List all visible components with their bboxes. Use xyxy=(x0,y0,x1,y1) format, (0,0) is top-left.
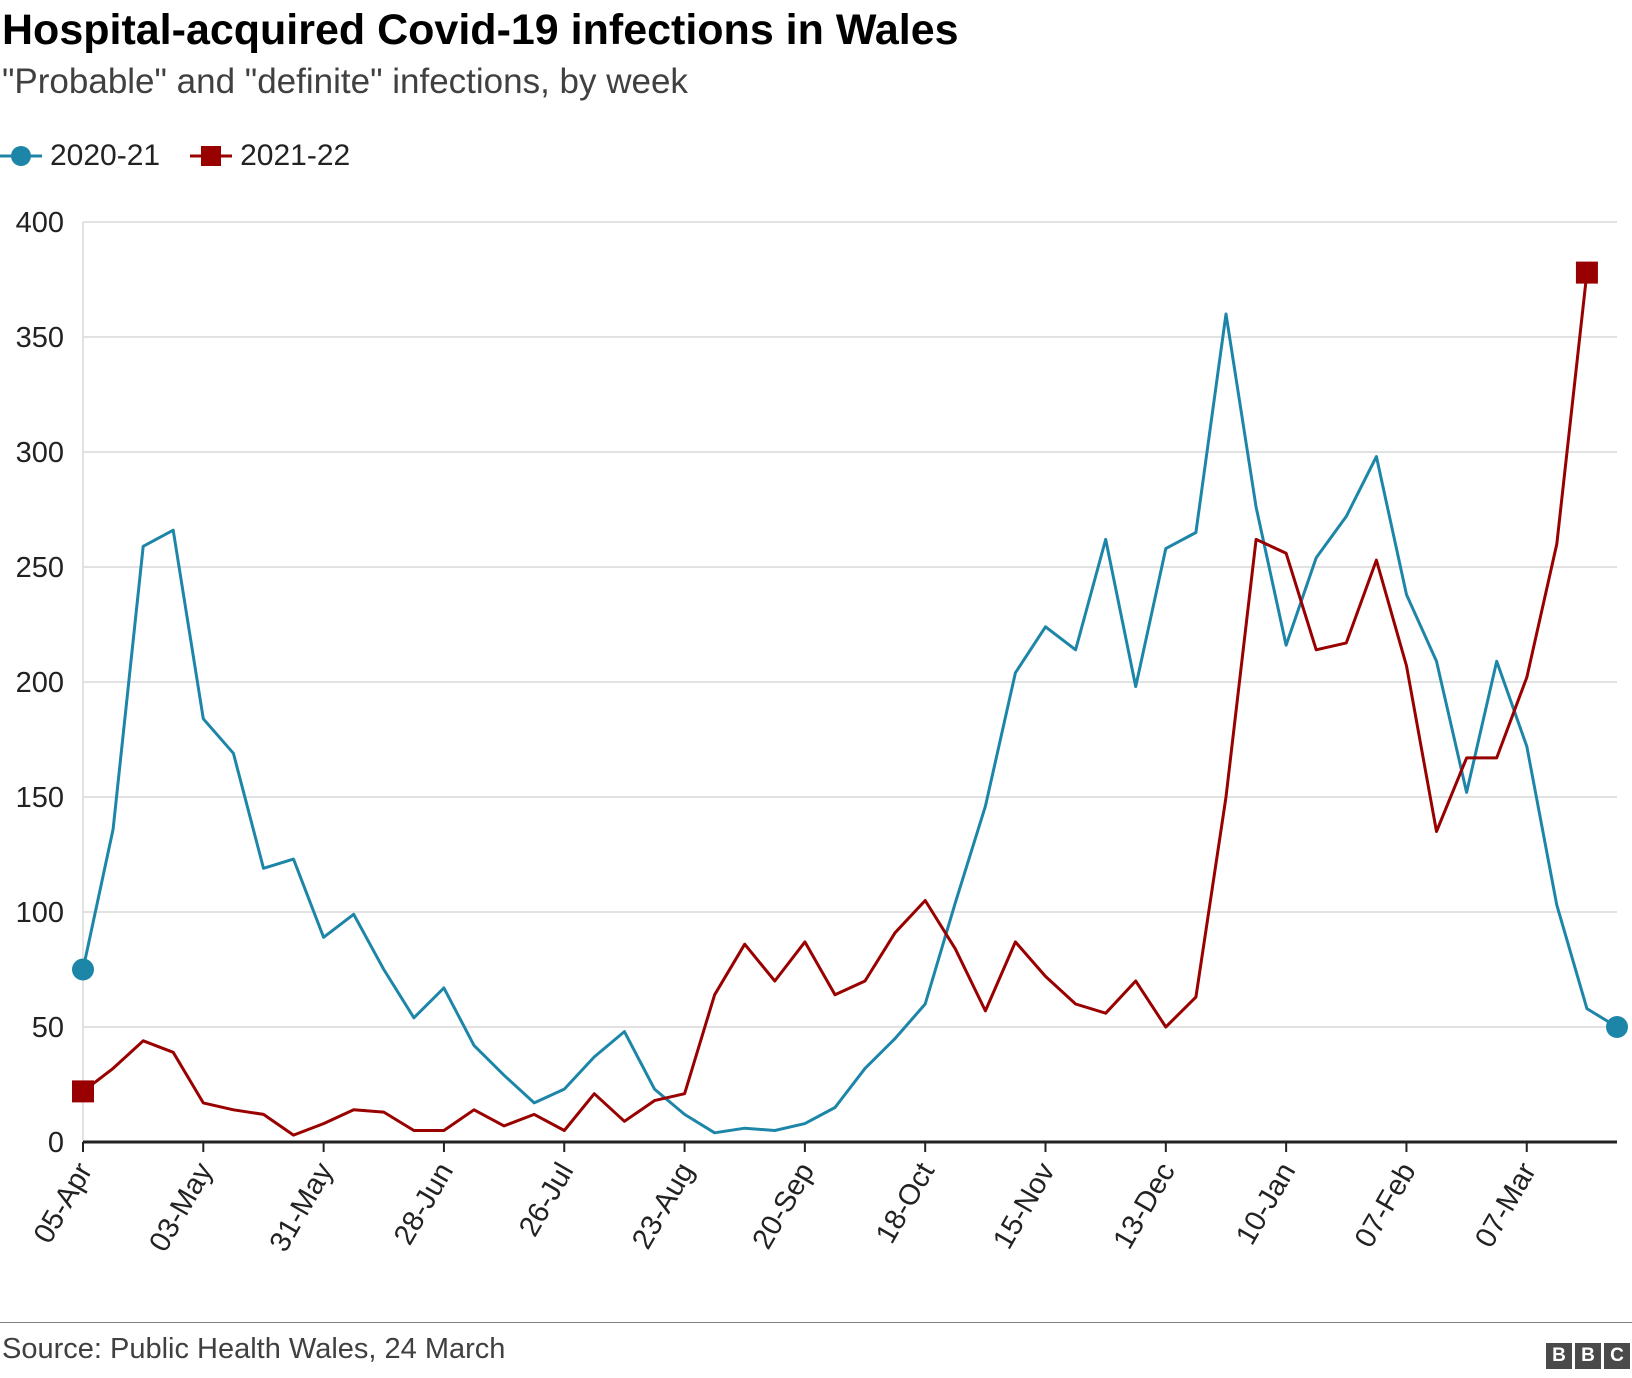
bbc-logo-letter: B xyxy=(1575,1343,1601,1369)
x-tick-label: 05-Apr xyxy=(28,1157,99,1249)
legend: 2020-21 2021-22 xyxy=(0,136,380,176)
legend-item-2021-22: 2021-22 xyxy=(190,139,350,173)
y-tick-label: 400 xyxy=(16,207,64,239)
legend-square-marker-icon xyxy=(190,146,233,166)
chart-title: Hospital-acquired Covid-19 infections in… xyxy=(2,6,959,54)
x-tick-label: 26-Jul xyxy=(513,1158,580,1242)
x-tick-label: 13-Dec xyxy=(1107,1158,1181,1255)
x-tick-label: 23-Aug xyxy=(626,1158,700,1255)
series-marker-2020-21 xyxy=(72,958,94,981)
x-tick-label: 18-Oct xyxy=(870,1158,941,1249)
legend-circle-marker-icon xyxy=(0,146,42,166)
y-tick-label: 150 xyxy=(16,782,64,814)
series-marker-2021-22 xyxy=(1575,261,1598,284)
bbc-logo: B B C xyxy=(1546,1343,1630,1369)
y-tick-label: 350 xyxy=(16,322,64,354)
line-chart: 0 50 100 150 200 250 300 350 400 05-Apr 03-May 31-M… xyxy=(16,207,1628,1257)
x-tick-label: 03-May xyxy=(143,1157,219,1257)
series-marker-2021-22 xyxy=(72,1080,94,1103)
y-tick-label: 200 xyxy=(16,667,64,699)
bbc-logo-letter: B xyxy=(1546,1343,1572,1369)
x-tick-label: 28-Jun xyxy=(388,1158,460,1251)
y-tick-label: 100 xyxy=(16,897,64,929)
source-note: Source: Public Health Wales, 24 March xyxy=(2,1333,506,1365)
y-tick-label: 250 xyxy=(16,552,64,584)
series-marker-2020-21 xyxy=(1606,1016,1628,1038)
x-tick-label: 10-Jan xyxy=(1230,1158,1302,1251)
series-line-2020-21 xyxy=(81,312,1618,1135)
legend-label-2020-21: 2020-21 xyxy=(50,139,161,172)
legend-item-2020-21: 2020-21 xyxy=(0,139,160,173)
x-tick-label: 07-Feb xyxy=(1349,1158,1423,1254)
y-tick-label: 0 xyxy=(48,1127,64,1159)
bbc-logo-letter: C xyxy=(1604,1343,1630,1369)
x-tick-label: 20-Sep xyxy=(746,1158,820,1255)
x-tick-label: 15-Nov xyxy=(987,1157,1062,1254)
chart-subtitle: "Probable" and "definite" infections, by… xyxy=(2,62,688,101)
series-line-2021-22 xyxy=(82,272,1589,1137)
y-tick-label: 50 xyxy=(32,1012,64,1044)
x-tick-label: 31-May xyxy=(264,1157,340,1257)
footer-divider xyxy=(0,1322,1632,1323)
x-tick-label: 07-Mar xyxy=(1469,1157,1543,1253)
legend-label-2021-22: 2021-22 xyxy=(240,139,351,172)
y-tick-label: 300 xyxy=(16,437,64,469)
